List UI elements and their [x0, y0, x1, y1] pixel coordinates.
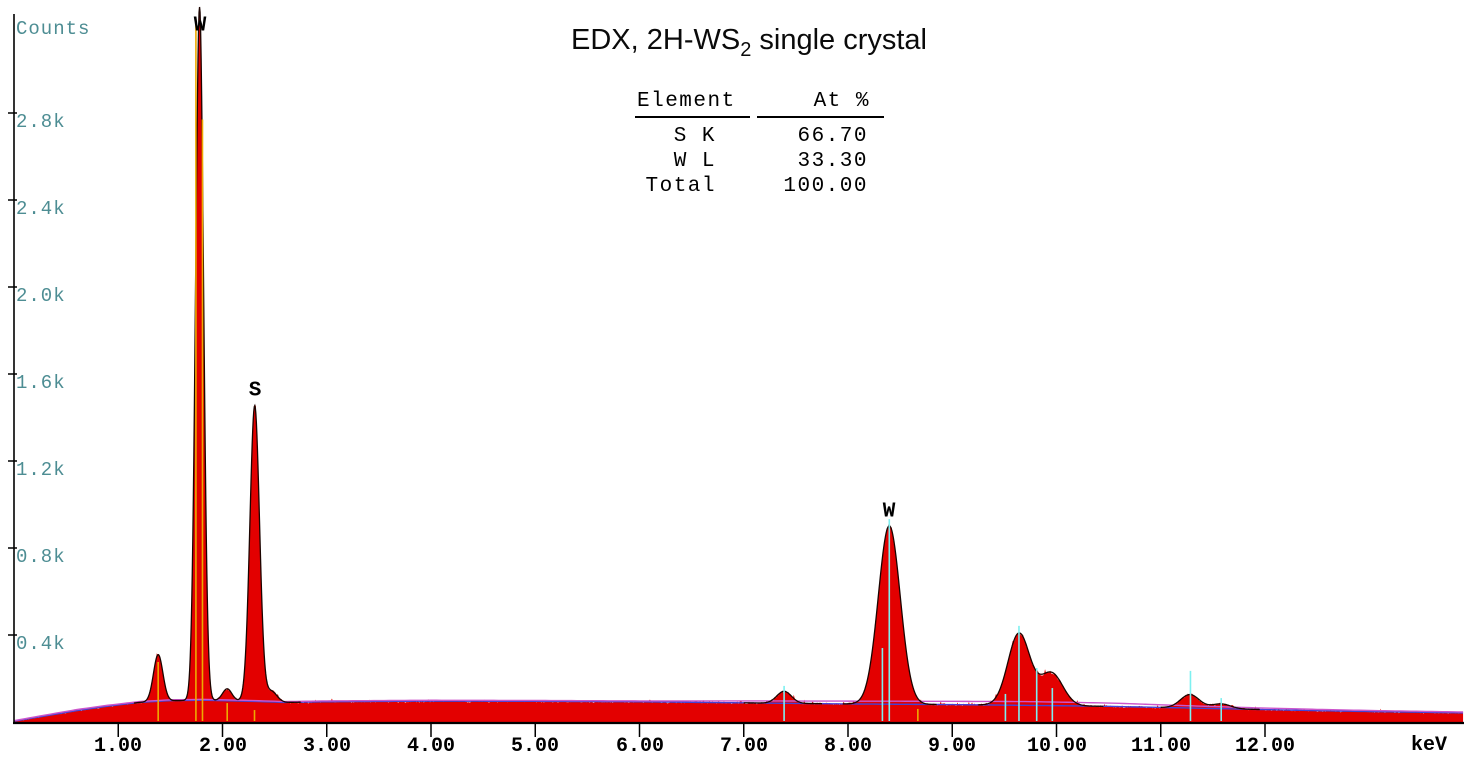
x-tick-label: 6.00	[615, 735, 665, 758]
peak-element-label: W	[882, 500, 896, 524]
x-tick-label: 7.00	[719, 735, 769, 758]
y-tick-label: 1.2k	[16, 459, 66, 481]
x-tick-label: 9.00	[927, 735, 977, 758]
chart-title-prefix: EDX, 2H-WS	[571, 24, 741, 56]
y-tick-label: 2.8k	[16, 111, 66, 133]
atomic-percent-value: 33.30	[797, 150, 868, 173]
atomic-percent-value: 100.00	[783, 175, 868, 198]
composition-row: Total 100.00	[635, 174, 884, 199]
x-tick-label: 3.00	[302, 735, 352, 758]
peak-element-label: S	[248, 379, 262, 403]
x-tick-label: 8.00	[823, 735, 873, 758]
chart-title-subscript: 2	[740, 38, 752, 61]
chart-title: EDX, 2H-WS2 single crystal	[571, 24, 927, 66]
x-tick-label: 12.00	[1234, 735, 1296, 758]
chart-title-suffix: single crystal	[751, 24, 927, 56]
x-tick-label: 2.00	[198, 735, 248, 758]
element-name: W L	[673, 150, 716, 173]
x-tick-label: 5.00	[510, 735, 560, 758]
y-tick-label: 0.8k	[16, 546, 66, 568]
peak-fit-line	[743, 690, 822, 705]
peak-fit-line	[133, 6, 301, 704]
x-axis-unit: keV	[1410, 734, 1447, 757]
element-name: S K	[673, 125, 716, 148]
y-axis-title: Counts	[16, 18, 91, 40]
y-tick-label: 2.0k	[16, 285, 66, 307]
peak-fit-line	[1160, 693, 1260, 711]
atomic-percent-value: 66.70	[797, 125, 868, 148]
x-tick-label: 1.00	[93, 735, 143, 758]
peak-fit-line	[978, 632, 1104, 707]
x-tick-label: 4.00	[406, 735, 456, 758]
element-name: Total	[645, 175, 716, 198]
x-tick-label: 10.00	[1026, 735, 1088, 758]
y-tick-label: 2.4k	[16, 198, 66, 220]
y-tick-label: 0.4k	[16, 633, 66, 655]
peak-element-label: W	[193, 14, 207, 38]
composition-header-element: Element	[635, 90, 750, 118]
x-tick-label: 11.00	[1130, 735, 1192, 758]
composition-table: Element At % S K 66.70 W L 33.30 Total 100.00	[628, 90, 891, 199]
composition-row: S K 66.70	[635, 118, 884, 149]
composition-row: W L 33.30	[635, 149, 884, 174]
y-tick-label: 1.6k	[16, 372, 66, 394]
composition-header-atpercent: At %	[757, 90, 884, 118]
